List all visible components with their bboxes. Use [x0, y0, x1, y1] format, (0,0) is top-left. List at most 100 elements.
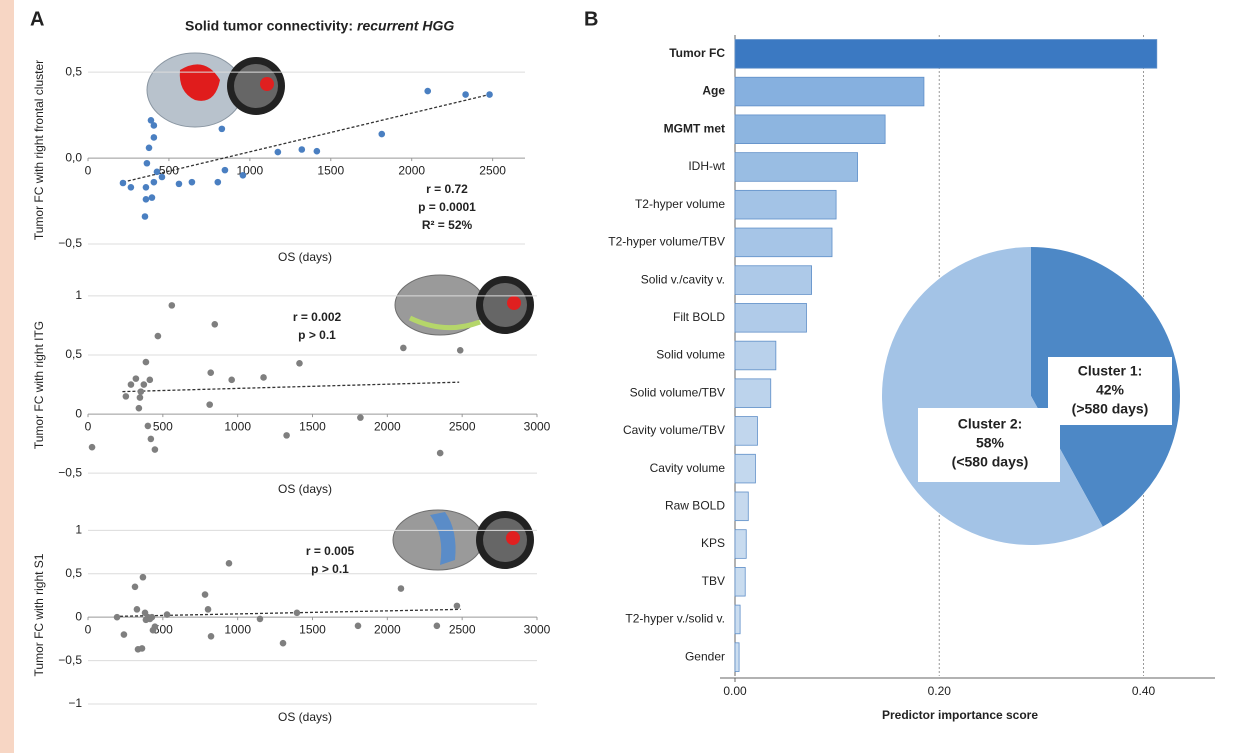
point — [147, 116, 155, 124]
category-label: Age — [702, 84, 725, 98]
point — [135, 404, 143, 412]
slice-label: (<580 days) — [952, 454, 1029, 470]
point — [147, 435, 155, 443]
point — [283, 432, 290, 439]
point — [168, 302, 176, 309]
point — [119, 179, 127, 187]
x-tick-label: 500 — [159, 163, 179, 177]
point — [149, 626, 157, 634]
point — [144, 422, 152, 430]
chart-title-italic: recurrent HGG — [357, 18, 454, 34]
y-tick-label: −0,5 — [58, 236, 82, 250]
point — [131, 583, 139, 591]
brain-image — [146, 52, 285, 128]
annotation: R² = 52% — [422, 218, 473, 232]
point — [433, 622, 441, 630]
point — [400, 344, 407, 352]
category-label: TBV — [702, 574, 725, 588]
x-tick-label: 2000 — [398, 163, 425, 177]
x-tick-label: 1000 — [224, 622, 251, 636]
point — [138, 645, 146, 652]
bar — [734, 567, 746, 597]
point — [127, 381, 135, 388]
category-label: IDH-wt — [688, 159, 725, 173]
category-label: MGMT met — [664, 121, 725, 135]
point — [132, 375, 140, 382]
point — [204, 606, 212, 613]
bar — [734, 39, 1158, 69]
x-tick-label: 500 — [153, 419, 173, 433]
point — [140, 381, 148, 388]
point — [293, 609, 301, 617]
slice-label: (>580 days) — [1072, 401, 1149, 417]
point — [239, 171, 247, 179]
category-label: T2-hyper volume/TBV — [608, 235, 725, 249]
trend-line — [122, 381, 460, 393]
category-label: Filt BOLD — [673, 310, 725, 324]
panel-label: B — [584, 8, 598, 30]
y-tick-label: 0 — [75, 406, 82, 420]
point — [133, 606, 141, 613]
point — [279, 639, 287, 647]
category-label: Solid v./cavity v. — [641, 272, 725, 286]
y-tick-label: 1 — [75, 288, 82, 302]
x-tick-label: 3000 — [524, 419, 551, 433]
point — [158, 173, 166, 181]
point — [150, 122, 158, 129]
bar — [734, 529, 747, 559]
x-tick-label: 0 — [85, 163, 92, 177]
y-tick-label: −0,5 — [58, 653, 82, 667]
point — [142, 358, 150, 366]
category-label: T2-hyper v./solid v. — [625, 612, 725, 626]
category-label: Cavity volume — [650, 461, 726, 475]
point — [486, 91, 493, 98]
point — [142, 184, 150, 191]
label-box — [1048, 357, 1172, 425]
y-tick-label: 0 — [75, 609, 82, 623]
point — [150, 178, 158, 186]
point — [113, 613, 121, 621]
panel-label: A — [30, 8, 44, 30]
point — [151, 446, 159, 453]
y-tick-label: 0,5 — [65, 566, 82, 580]
bar — [734, 76, 925, 107]
bar — [734, 491, 749, 522]
point — [456, 346, 464, 354]
trend-line — [122, 93, 490, 183]
y-axis-label: Tumor FC with right S1 — [32, 553, 46, 676]
y-axis-label: Tumor FC with right ITG — [32, 321, 46, 449]
point — [298, 146, 306, 153]
point — [137, 388, 145, 395]
point — [163, 611, 171, 618]
x-tick-label: 2500 — [449, 622, 476, 636]
point — [139, 573, 147, 581]
point — [201, 591, 209, 598]
point — [207, 632, 215, 640]
x-axis-label: OS (days) — [278, 250, 332, 264]
y-tick-label: 1 — [75, 523, 82, 537]
point — [424, 87, 432, 95]
x-tick-label: 3000 — [524, 622, 551, 636]
point — [153, 168, 161, 176]
trend-line — [120, 608, 461, 617]
point — [88, 443, 96, 451]
point — [378, 130, 386, 138]
annotation: p > 0.1 — [298, 328, 336, 342]
point — [462, 91, 469, 98]
point — [260, 374, 267, 381]
point — [256, 615, 264, 623]
y-tick-label: −1 — [68, 696, 82, 710]
point — [122, 393, 130, 400]
bar — [734, 340, 777, 371]
bar — [734, 416, 758, 446]
bar — [734, 378, 772, 408]
bar — [734, 265, 812, 295]
y-tick-label: 0,0 — [65, 150, 82, 164]
annotation: p = 0.0001 — [418, 200, 476, 214]
point — [436, 449, 444, 457]
x-tick-label: 1000 — [224, 419, 251, 433]
x-axis-label: OS (days) — [278, 710, 332, 724]
x-axis-label: OS (days) — [278, 482, 332, 496]
x-tick-label: 2500 — [449, 419, 476, 433]
point — [127, 184, 135, 191]
